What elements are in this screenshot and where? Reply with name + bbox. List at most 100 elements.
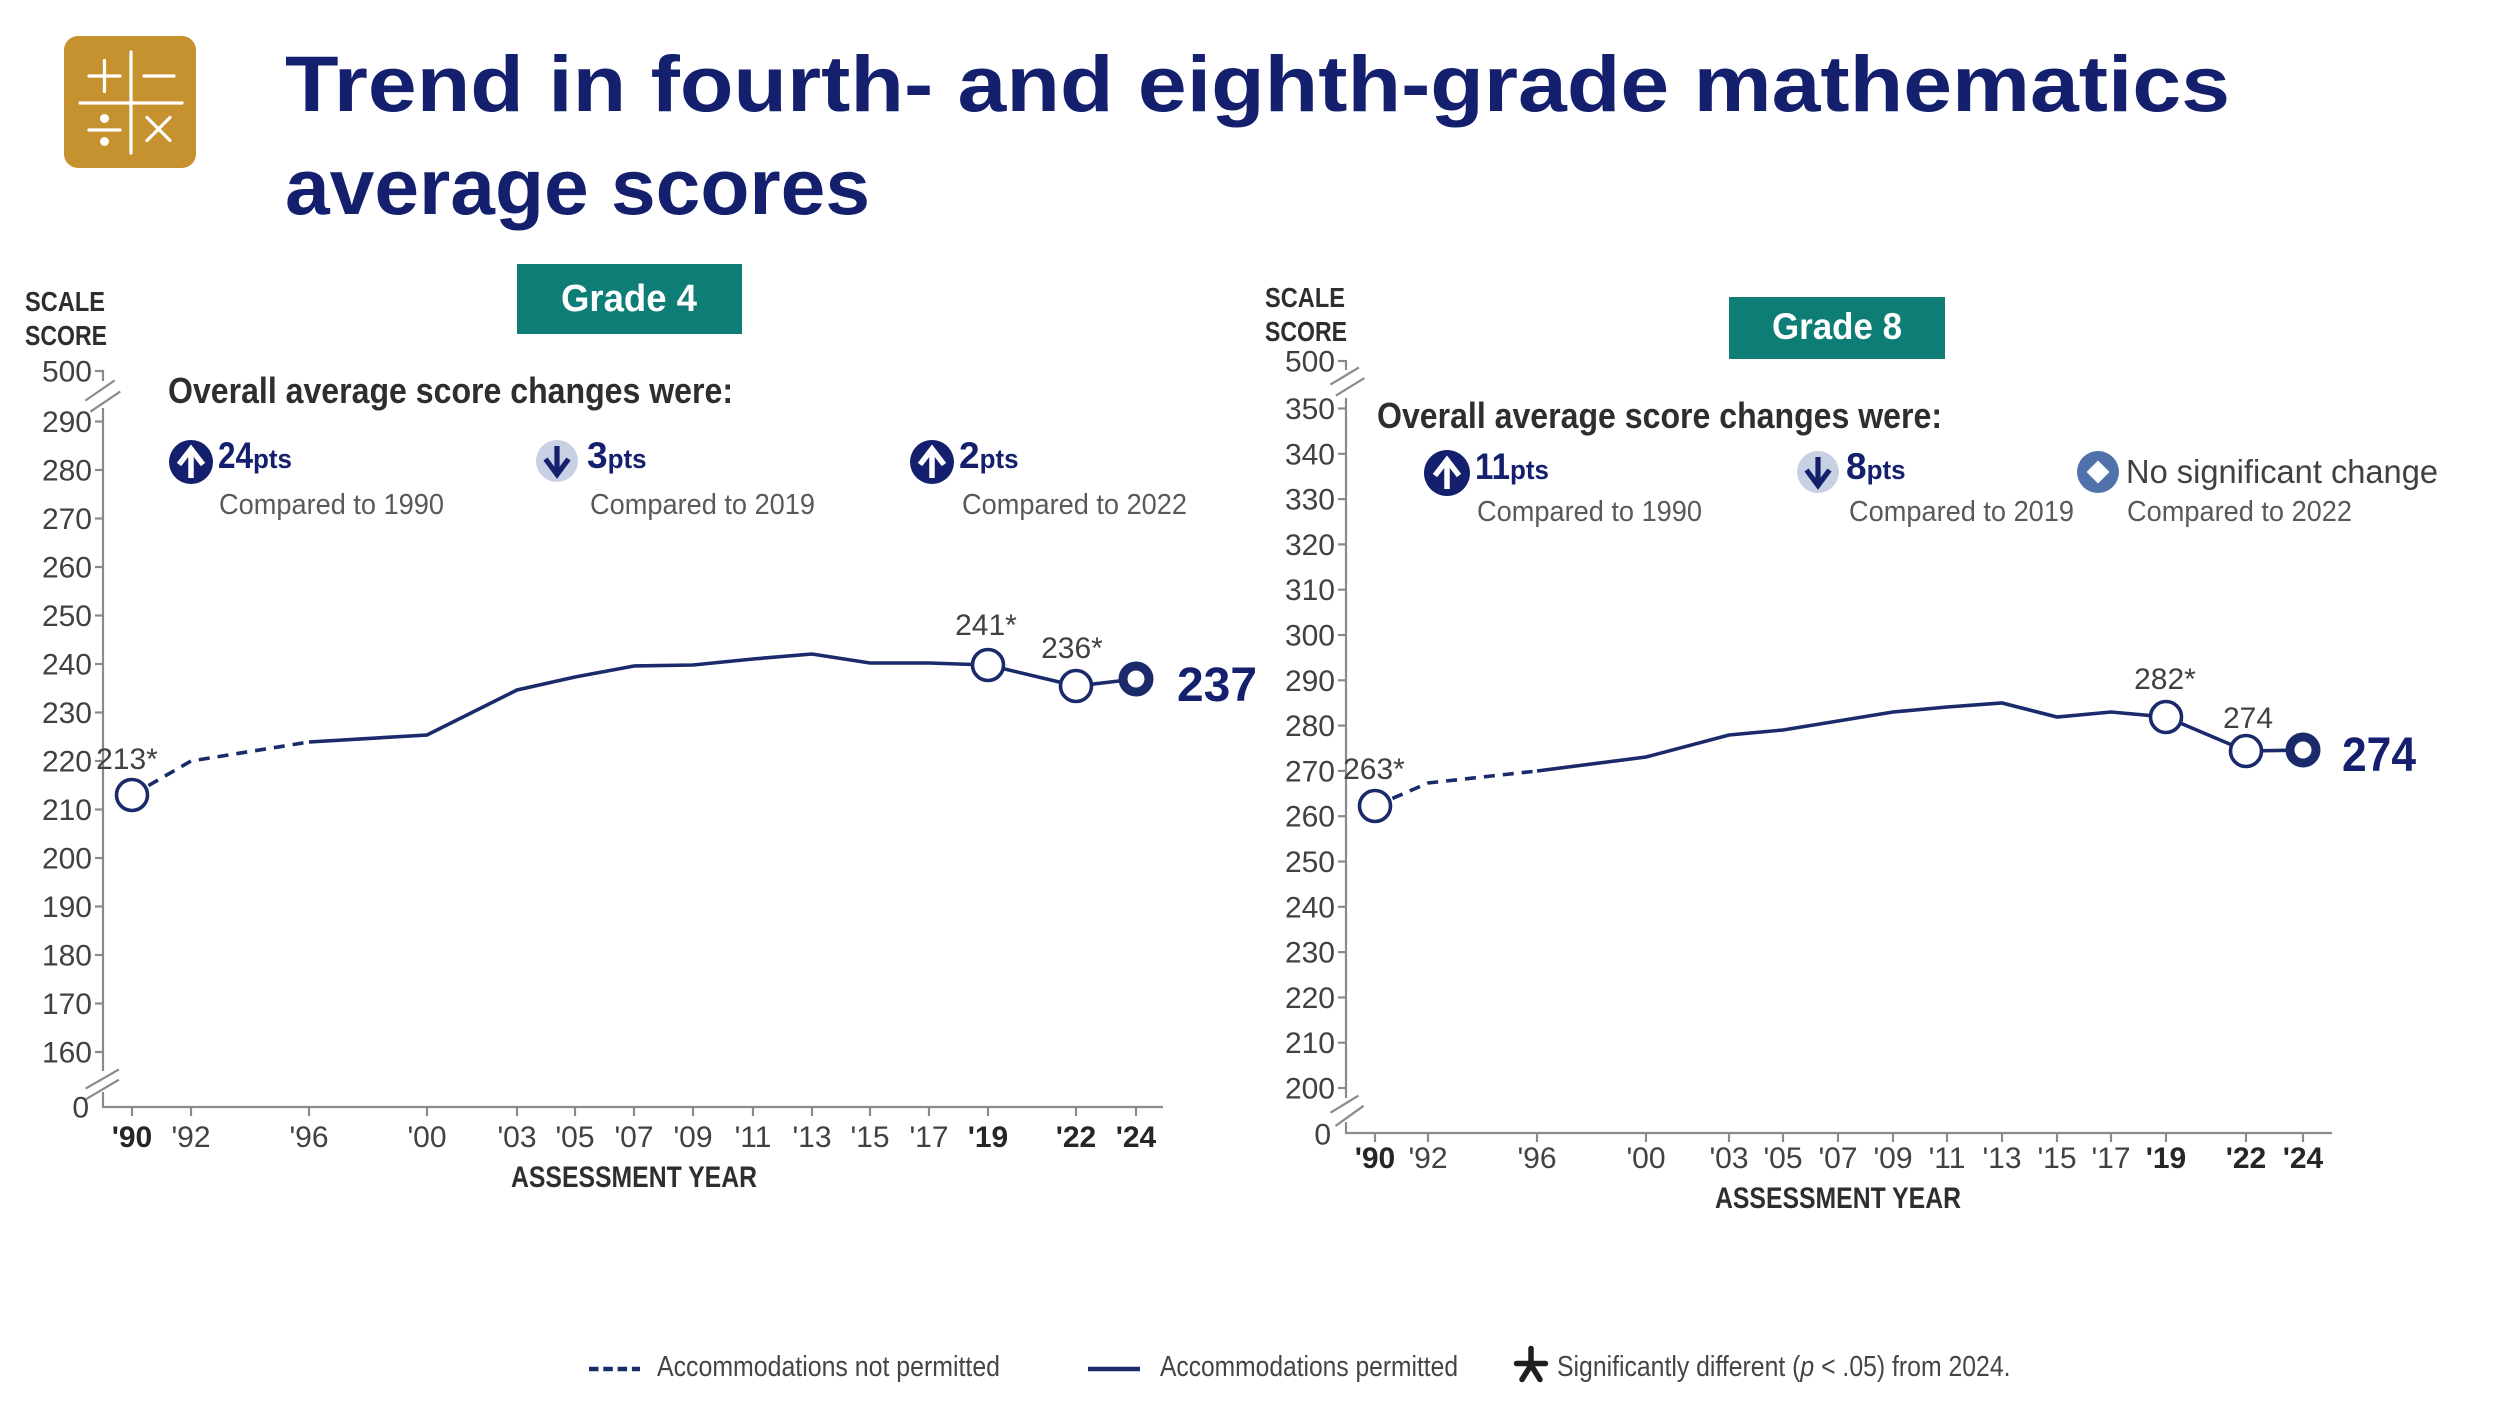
svg-text:260: 260 bbox=[1285, 801, 1335, 834]
svg-text:0: 0 bbox=[1314, 1119, 1331, 1152]
svg-text:180: 180 bbox=[42, 940, 92, 973]
svg-text:Compared to 1990: Compared to 1990 bbox=[1477, 496, 1702, 528]
svg-text:Compared to 2022: Compared to 2022 bbox=[962, 489, 1187, 521]
svg-text:Significantly different (p < .: Significantly different (p < .05) from 2… bbox=[1557, 1350, 2011, 1382]
svg-text:170: 170 bbox=[42, 988, 92, 1021]
svg-text:8: 8 bbox=[1846, 446, 1867, 487]
svg-text:230: 230 bbox=[42, 697, 92, 730]
svg-text:350: 350 bbox=[1285, 393, 1335, 426]
svg-text:pts: pts bbox=[1867, 455, 1906, 485]
svg-text:Compared to 1990: Compared to 1990 bbox=[219, 489, 444, 521]
svg-text:pts: pts bbox=[253, 444, 292, 474]
svg-text:160: 160 bbox=[42, 1037, 92, 1070]
svg-text:11: 11 bbox=[1475, 446, 1510, 487]
svg-text:'22: '22 bbox=[2226, 1142, 2267, 1175]
svg-text:Compared to 2022: Compared to 2022 bbox=[2127, 496, 2352, 528]
svg-text:Trend in fourth- and eighth-gr: Trend in fourth- and eighth-grade mathem… bbox=[285, 39, 2230, 128]
svg-text:Grade 8: Grade 8 bbox=[1772, 306, 1902, 347]
svg-text:SCALE: SCALE bbox=[25, 286, 105, 317]
svg-text:190: 190 bbox=[42, 891, 92, 924]
svg-text:241*: 241* bbox=[955, 609, 1017, 642]
svg-text:200: 200 bbox=[42, 843, 92, 876]
svg-text:Compared to 2019: Compared to 2019 bbox=[590, 489, 815, 521]
svg-text:236*: 236* bbox=[1041, 632, 1103, 665]
svg-text:250: 250 bbox=[42, 600, 92, 633]
svg-text:SCALE: SCALE bbox=[1265, 282, 1345, 313]
svg-text:220: 220 bbox=[1285, 982, 1335, 1015]
svg-text:210: 210 bbox=[1285, 1027, 1335, 1060]
svg-text:290: 290 bbox=[42, 406, 92, 439]
svg-text:Grade 4: Grade 4 bbox=[561, 278, 697, 320]
svg-text:2: 2 bbox=[959, 435, 980, 476]
svg-text:500: 500 bbox=[42, 356, 92, 389]
svg-text:280: 280 bbox=[42, 455, 92, 488]
svg-text:pts: pts bbox=[608, 444, 647, 474]
svg-text:'90: '90 bbox=[1355, 1142, 1396, 1175]
svg-text:'05: '05 bbox=[1763, 1142, 1802, 1175]
svg-text:'09: '09 bbox=[1873, 1142, 1912, 1175]
svg-text:'24: '24 bbox=[1116, 1121, 1157, 1154]
svg-text:213*: 213* bbox=[96, 743, 158, 776]
svg-text:'03: '03 bbox=[1709, 1142, 1748, 1175]
svg-text:3: 3 bbox=[587, 435, 608, 476]
svg-text:'17: '17 bbox=[909, 1121, 948, 1154]
svg-text:'17: '17 bbox=[2091, 1142, 2130, 1175]
svg-text:'92: '92 bbox=[171, 1121, 210, 1154]
svg-text:270: 270 bbox=[42, 503, 92, 536]
svg-text:'96: '96 bbox=[289, 1121, 328, 1154]
svg-text:Overall average score changes: Overall average score changes were: bbox=[1377, 395, 1942, 436]
svg-text:290: 290 bbox=[1285, 665, 1335, 698]
svg-text:'96: '96 bbox=[1517, 1142, 1556, 1175]
svg-text:230: 230 bbox=[1285, 937, 1335, 970]
svg-text:'22: '22 bbox=[1056, 1121, 1097, 1154]
svg-text:'05: '05 bbox=[555, 1121, 594, 1154]
svg-text:300: 300 bbox=[1285, 620, 1335, 653]
svg-text:'09: '09 bbox=[673, 1121, 712, 1154]
svg-text:282*: 282* bbox=[2134, 663, 2196, 696]
svg-text:274: 274 bbox=[2342, 729, 2416, 782]
svg-text:220: 220 bbox=[42, 746, 92, 779]
svg-text:'00: '00 bbox=[1626, 1142, 1665, 1175]
svg-text:'19: '19 bbox=[2146, 1142, 2187, 1175]
svg-text:310: 310 bbox=[1285, 574, 1335, 607]
svg-text:average scores: average scores bbox=[285, 142, 870, 231]
svg-text:200: 200 bbox=[1285, 1073, 1335, 1106]
svg-text:0: 0 bbox=[72, 1092, 89, 1125]
svg-text:263*: 263* bbox=[1343, 753, 1405, 786]
svg-text:pts: pts bbox=[1510, 455, 1549, 485]
svg-text:237: 237 bbox=[1177, 659, 1257, 712]
svg-text:330: 330 bbox=[1285, 484, 1335, 517]
svg-text:'15: '15 bbox=[2037, 1142, 2076, 1175]
svg-text:'15: '15 bbox=[850, 1121, 889, 1154]
svg-text:Compared to 2019: Compared to 2019 bbox=[1849, 496, 2074, 528]
svg-text:ASSESSMENT YEAR: ASSESSMENT YEAR bbox=[1715, 1182, 1961, 1215]
svg-text:ASSESSMENT YEAR: ASSESSMENT YEAR bbox=[511, 1161, 757, 1194]
svg-text:270: 270 bbox=[1285, 755, 1335, 788]
svg-text:'19: '19 bbox=[968, 1121, 1009, 1154]
svg-text:240: 240 bbox=[42, 649, 92, 682]
svg-text:Overall average score changes: Overall average score changes were: bbox=[168, 370, 733, 411]
svg-text:274: 274 bbox=[2223, 702, 2273, 735]
svg-text:'00: '00 bbox=[407, 1121, 446, 1154]
svg-text:'92: '92 bbox=[1408, 1142, 1447, 1175]
svg-text:'03: '03 bbox=[497, 1121, 536, 1154]
svg-text:24: 24 bbox=[218, 435, 253, 476]
svg-text:210: 210 bbox=[42, 794, 92, 827]
svg-text:500: 500 bbox=[1285, 346, 1335, 379]
svg-text:'13: '13 bbox=[792, 1121, 831, 1154]
svg-text:240: 240 bbox=[1285, 891, 1335, 924]
svg-text:SCORE: SCORE bbox=[25, 320, 107, 351]
svg-text:No significant change: No significant change bbox=[2126, 453, 2438, 490]
svg-text:SCORE: SCORE bbox=[1265, 316, 1347, 347]
svg-text:260: 260 bbox=[42, 552, 92, 585]
svg-text:'11: '11 bbox=[735, 1121, 772, 1154]
svg-text:'07: '07 bbox=[1818, 1142, 1857, 1175]
svg-text:Accommodations not permitted: Accommodations not permitted bbox=[657, 1351, 1000, 1383]
svg-text:'13: '13 bbox=[1982, 1142, 2021, 1175]
svg-text:320: 320 bbox=[1285, 529, 1335, 562]
svg-text:340: 340 bbox=[1285, 438, 1335, 471]
svg-text:Accommodations permitted: Accommodations permitted bbox=[1160, 1351, 1458, 1383]
svg-text:250: 250 bbox=[1285, 846, 1335, 879]
svg-text:pts: pts bbox=[980, 444, 1019, 474]
svg-text:'90: '90 bbox=[112, 1121, 153, 1154]
